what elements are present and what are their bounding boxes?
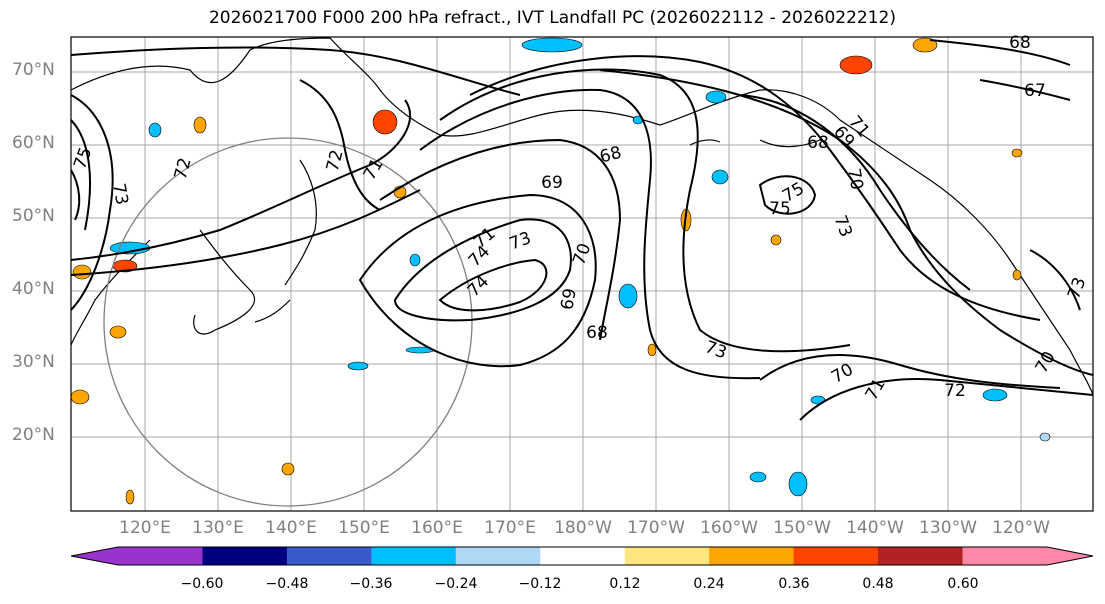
lat-label-50: 50°N: [12, 206, 55, 226]
lon-label-130w: 130°W: [919, 518, 977, 538]
colorbar-segment: [709, 547, 795, 565]
lat-label-70: 70°N: [12, 60, 55, 80]
contour-label: 73: [108, 182, 131, 207]
contour-label: 67: [1024, 81, 1046, 101]
lat-label-30: 30°N: [12, 352, 55, 372]
negative-shading: [109, 37, 1051, 497]
contour-label: 70: [843, 167, 866, 192]
contour-label: 68: [1009, 33, 1031, 53]
lon-label-180w: 180°W: [554, 518, 612, 538]
colorbar-segment: [793, 547, 879, 565]
colorbar-outline: [70, 546, 1094, 566]
colorbar-segment: [118, 547, 203, 565]
colorbar-tick: 0.24: [693, 576, 725, 592]
colorbar-segment: [455, 547, 541, 565]
lon-label-150e: 150°E: [338, 518, 390, 538]
lon-label-140e: 140°E: [265, 518, 317, 538]
colorbar-segment: [371, 547, 457, 565]
contour-label: 69: [557, 287, 580, 312]
colorbar-tick: −0.12: [518, 576, 562, 592]
lon-label-130e: 130°E: [192, 518, 244, 538]
lat-label-20: 20°N: [12, 425, 55, 445]
lon-label-150w: 150°W: [773, 518, 831, 538]
colorbar-tick: 0.48: [862, 576, 894, 592]
colorbar-extend-low: [71, 547, 118, 565]
contour-label: 69: [541, 173, 563, 193]
colorbar: [70, 546, 1094, 566]
contour-label: 68: [807, 133, 829, 153]
colorbar-extend-high: [1047, 547, 1093, 565]
colorbar-segment: [624, 547, 710, 565]
contour-label: 72: [944, 381, 966, 401]
colorbar-segment: [962, 547, 1048, 565]
contour-label: 68: [586, 323, 608, 343]
colorbar-tick: −0.60: [180, 576, 224, 592]
lon-label-160w: 160°W: [700, 518, 758, 538]
colorbar-segment: [540, 547, 626, 565]
colorbar-segment: [202, 547, 288, 565]
coastlines: [70, 37, 1094, 396]
graticule: [71, 37, 1093, 511]
colorbar-segment: [878, 547, 964, 565]
colorbar-segment: [286, 547, 372, 565]
map-title: 2026021700 F000 200 hPa refract., IVT La…: [208, 8, 896, 28]
colorbar-tick: 0.36: [778, 576, 810, 592]
lon-label-140w: 140°W: [846, 518, 904, 538]
distance-circle: [103, 137, 473, 507]
lon-label-120w: 120°W: [992, 518, 1050, 538]
colorbar-tick: −0.36: [349, 576, 393, 592]
contour-label: 75: [769, 199, 791, 219]
colorbar-tick: 0.12: [609, 576, 641, 592]
lon-label-170e: 170°E: [484, 518, 536, 538]
map-border: [70, 36, 1094, 512]
lon-label-160e: 160°E: [411, 518, 463, 538]
lon-label-120e: 120°E: [119, 518, 171, 538]
lon-label-170w: 170°W: [627, 518, 685, 538]
colorbar-tick: −0.48: [265, 576, 309, 592]
ivt-contours: [70, 39, 1094, 421]
colorbar-tick: 0.60: [947, 576, 979, 592]
lat-label-60: 60°N: [12, 133, 55, 153]
lat-label-40: 40°N: [12, 279, 55, 299]
colorbar-tick: −0.24: [434, 576, 478, 592]
